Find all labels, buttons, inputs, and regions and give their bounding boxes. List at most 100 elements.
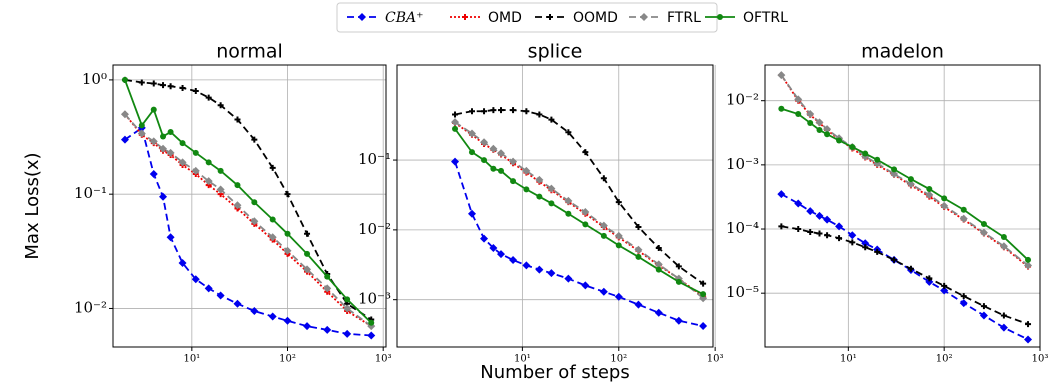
- marker: [191, 166, 200, 175]
- marker: [823, 215, 832, 224]
- marker: [510, 107, 517, 114]
- marker: [191, 275, 200, 284]
- marker: [849, 239, 856, 246]
- legend-marker: [717, 14, 723, 20]
- marker: [547, 269, 556, 278]
- marker: [816, 126, 823, 133]
- marker: [343, 304, 352, 313]
- y-axis-label: Max Loss(x): [22, 152, 43, 259]
- marker: [268, 312, 277, 321]
- marker: [824, 232, 831, 239]
- x-tick-label: 10²: [279, 354, 296, 365]
- x-tick-label: 10²: [610, 354, 627, 365]
- marker: [178, 158, 187, 167]
- marker: [614, 292, 623, 301]
- marker: [498, 167, 505, 174]
- marker: [807, 119, 814, 126]
- legend-marker: [640, 13, 648, 21]
- marker: [907, 265, 914, 272]
- marker: [251, 136, 258, 143]
- marker: [874, 156, 881, 163]
- marker: [137, 129, 146, 138]
- marker: [777, 71, 786, 80]
- marker: [205, 94, 212, 101]
- marker: [926, 186, 933, 193]
- marker: [167, 83, 174, 90]
- legend-marker: [462, 14, 468, 20]
- legend-marker: [547, 14, 553, 20]
- marker: [861, 239, 870, 248]
- marker: [234, 116, 241, 123]
- marker: [823, 125, 832, 134]
- marker: [1024, 335, 1033, 344]
- marker: [699, 321, 708, 330]
- marker: [836, 235, 843, 242]
- marker: [581, 208, 590, 217]
- marker: [675, 278, 682, 285]
- marker: [1025, 256, 1032, 263]
- marker: [468, 149, 475, 156]
- marker: [323, 325, 332, 334]
- y-tick-label: 10⁰: [82, 70, 107, 88]
- marker: [874, 248, 881, 255]
- marker: [959, 214, 968, 223]
- marker: [548, 116, 555, 123]
- marker: [1024, 261, 1033, 270]
- marker: [283, 246, 292, 255]
- axes-frame: [764, 64, 1041, 348]
- marker: [522, 261, 531, 270]
- marker: [343, 329, 352, 338]
- marker: [816, 230, 823, 237]
- marker: [217, 102, 224, 109]
- marker: [150, 106, 157, 113]
- x-tick-label: 10³: [707, 354, 724, 365]
- marker: [890, 170, 899, 179]
- marker: [192, 149, 199, 156]
- marker: [216, 291, 225, 300]
- marker: [166, 233, 175, 242]
- marker: [959, 299, 968, 308]
- marker: [815, 118, 824, 127]
- marker: [794, 95, 803, 104]
- marker: [960, 206, 967, 213]
- marker: [490, 107, 497, 114]
- marker: [600, 232, 607, 239]
- marker: [836, 137, 843, 144]
- marker: [615, 199, 622, 206]
- marker: [700, 291, 707, 298]
- marker: [807, 228, 814, 235]
- marker: [159, 192, 168, 201]
- marker: [159, 144, 168, 153]
- marker: [980, 303, 987, 310]
- marker: [535, 175, 544, 184]
- y-tick-label: 10⁻³: [358, 290, 391, 308]
- marker: [599, 287, 608, 296]
- marker: [480, 138, 489, 147]
- marker: [160, 82, 167, 89]
- marker: [509, 256, 518, 265]
- marker: [234, 182, 241, 189]
- marker: [815, 211, 824, 220]
- marker: [907, 176, 914, 183]
- series-line: [124, 126, 372, 337]
- marker: [615, 242, 622, 249]
- marker: [635, 253, 642, 260]
- marker: [490, 165, 497, 172]
- marker: [284, 191, 291, 198]
- marker: [979, 311, 988, 320]
- marker: [979, 228, 988, 237]
- marker: [848, 231, 857, 240]
- marker: [451, 118, 460, 127]
- marker: [204, 284, 213, 293]
- marker: [795, 226, 802, 233]
- marker: [489, 144, 498, 153]
- marker: [891, 166, 898, 173]
- marker: [960, 293, 967, 300]
- marker: [700, 280, 707, 287]
- marker: [862, 244, 869, 251]
- marker: [1000, 234, 1007, 241]
- marker: [192, 87, 199, 94]
- y-tick-label: 10⁻¹: [74, 184, 107, 202]
- marker: [564, 196, 573, 205]
